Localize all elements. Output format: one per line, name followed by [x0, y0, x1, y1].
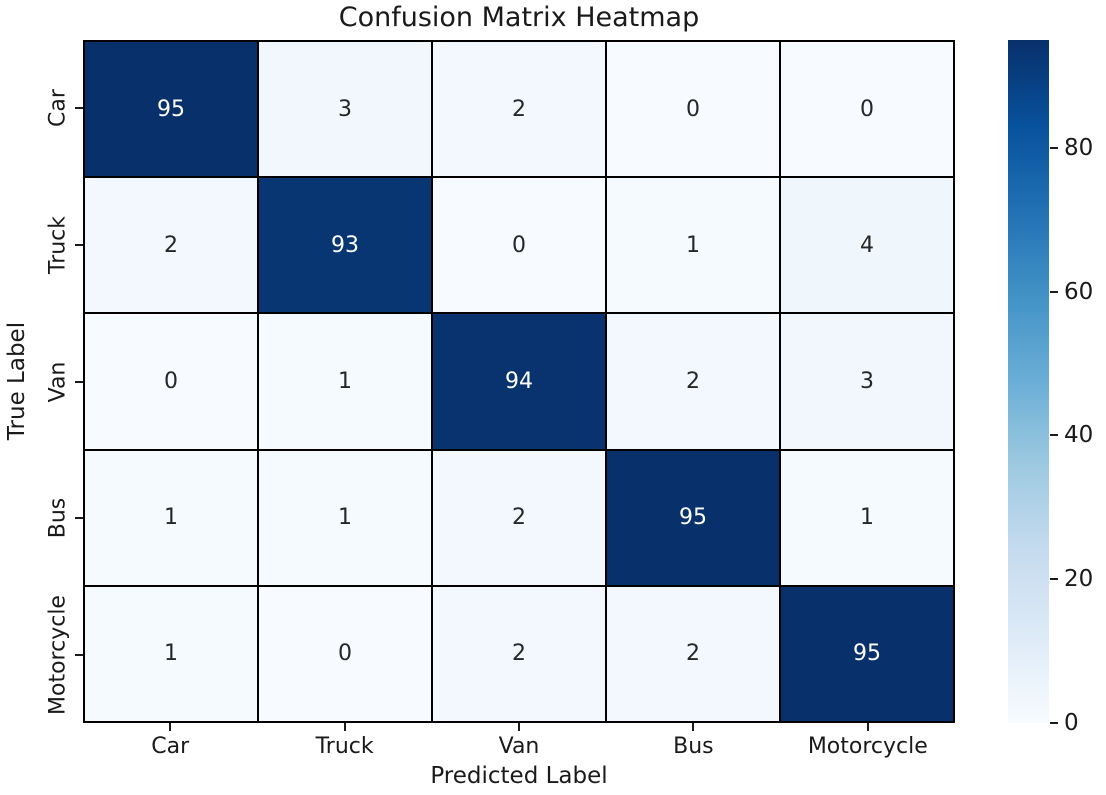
- colorbar: [1008, 40, 1049, 723]
- heatmap-cell: 0: [85, 314, 257, 449]
- cell-value: 0: [860, 96, 874, 122]
- y-tick-label: Car: [45, 89, 71, 128]
- heatmap-cell: 0: [607, 42, 779, 177]
- cell-value: 2: [164, 232, 178, 258]
- colorbar-tick-mark: [1050, 146, 1058, 149]
- x-axis-label: Predicted Label: [430, 763, 608, 789]
- heatmap-cell: 2: [607, 314, 779, 449]
- cell-value: 0: [686, 96, 700, 122]
- cell-value: 1: [860, 505, 874, 531]
- heatmap-cell: 95: [607, 450, 779, 585]
- y-tick-label: Bus: [45, 497, 71, 539]
- y-axis-label: True Label: [4, 321, 30, 441]
- heatmap-cell: 3: [259, 42, 431, 177]
- y-tick-label: Van: [45, 361, 71, 402]
- heatmap-grid: 95 3 2 0 0 2 93 0 1 4 0 1 94 2 3 1 1 2 95 1 1 0 2 2 95: [83, 40, 955, 723]
- cell-value: 94: [505, 368, 533, 394]
- heatmap-cell: 1: [85, 450, 257, 585]
- colorbar-tick-label: 40: [1064, 422, 1094, 449]
- heatmap-cell: 1: [607, 178, 779, 313]
- cell-value: 1: [338, 505, 352, 531]
- heatmap-cell: 2: [607, 586, 779, 721]
- heatmap-cell: 0: [433, 178, 605, 313]
- colorbar-tick-mark: [1050, 722, 1058, 724]
- heatmap-cell: 3: [781, 314, 953, 449]
- heatmap-cell: 2: [433, 42, 605, 177]
- cell-value: 95: [853, 641, 881, 667]
- y-tick-label: Truck: [45, 215, 71, 274]
- cell-value: 0: [512, 232, 526, 258]
- y-tick-mark: [75, 107, 83, 110]
- heatmap-cell: 2: [433, 586, 605, 721]
- x-tick-mark: [866, 723, 869, 731]
- x-tick-mark: [169, 723, 172, 731]
- heatmap-cell: 2: [85, 178, 257, 313]
- colorbar-tick-mark: [1050, 578, 1058, 581]
- heatmap-cell: 1: [259, 314, 431, 449]
- x-tick-label: Car: [151, 734, 190, 759]
- x-tick-mark: [343, 723, 346, 731]
- heatmap-cell: 93: [259, 178, 431, 313]
- x-tick-label: Bus: [673, 734, 714, 759]
- cell-value: 1: [164, 505, 178, 531]
- colorbar-tick-label: 20: [1064, 566, 1094, 593]
- heatmap-cell: 1: [259, 450, 431, 585]
- cell-value: 2: [512, 96, 526, 122]
- cell-value: 2: [512, 505, 526, 531]
- x-tick-label: Truck: [315, 734, 374, 759]
- x-tick-mark: [692, 723, 695, 731]
- cell-value: 2: [512, 641, 526, 667]
- heatmap-cell: 94: [433, 314, 605, 449]
- y-tick-mark: [75, 380, 83, 383]
- cell-value: 93: [331, 232, 359, 258]
- cell-value: 0: [164, 368, 178, 394]
- colorbar-tick-mark: [1050, 434, 1058, 437]
- x-tick-label: Motorcycle: [807, 734, 928, 759]
- colorbar-tick-label: 80: [1064, 134, 1094, 161]
- cell-value: 3: [860, 368, 874, 394]
- heatmap-cell: 1: [781, 450, 953, 585]
- cell-value: 1: [164, 641, 178, 667]
- cell-value: 1: [338, 368, 352, 394]
- y-tick-label: Motorcycle: [45, 594, 71, 715]
- cell-value: 95: [679, 505, 707, 531]
- heatmap-cell: 2: [433, 450, 605, 585]
- colorbar-tick-mark: [1050, 290, 1058, 293]
- y-tick-mark: [75, 517, 83, 520]
- heatmap-cell: 95: [781, 586, 953, 721]
- y-tick-mark: [75, 243, 83, 246]
- chart-title: Confusion Matrix Heatmap: [338, 2, 700, 33]
- colorbar-tick-label: 60: [1064, 278, 1094, 305]
- x-tick-mark: [518, 723, 520, 731]
- cell-value: 0: [338, 641, 352, 667]
- heatmap-cell: 1: [85, 586, 257, 721]
- cell-value: 2: [686, 368, 700, 394]
- cell-value: 1: [686, 232, 700, 258]
- cell-value: 4: [860, 232, 874, 258]
- heatmap-cell: 0: [259, 586, 431, 721]
- heatmap-cell: 4: [781, 178, 953, 313]
- y-tick-mark: [75, 653, 83, 656]
- cell-value: 3: [338, 96, 352, 122]
- colorbar-tick-label: 0: [1064, 710, 1079, 736]
- heatmap-cell: 95: [85, 42, 257, 177]
- x-tick-label: Van: [498, 734, 540, 759]
- cell-value: 95: [157, 96, 185, 122]
- cell-value: 2: [686, 641, 700, 667]
- heatmap-cell: 0: [781, 42, 953, 177]
